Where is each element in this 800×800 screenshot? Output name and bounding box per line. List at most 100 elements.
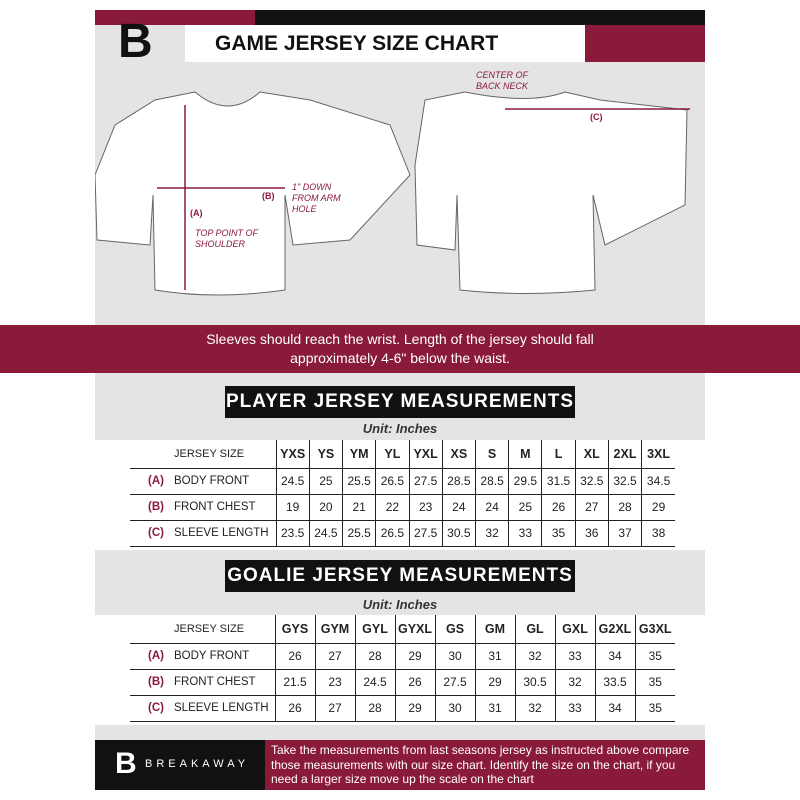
banner-line-2: approximately 4-6" below the waist.	[290, 350, 510, 366]
measurement-value: 35	[634, 643, 675, 669]
header-accent-bar	[95, 10, 255, 25]
measurement-value: 25.5	[342, 520, 376, 546]
measurement-value: 21.5	[274, 669, 315, 695]
measurement-value: 24.5	[308, 520, 343, 546]
measurement-value: 25.5	[342, 468, 376, 494]
measurement-value: 33	[554, 695, 595, 721]
size-label: JERSEY SIZE	[174, 622, 245, 635]
measurement-letter: (C)	[148, 527, 164, 539]
measurement-value: 32	[514, 643, 555, 669]
table-row: (C) SLEEVE LENGTH 23.5 24.5 25.5 26.5 27.5 30.5…	[130, 520, 675, 546]
measurement-value: 32	[554, 669, 595, 695]
measurement-value: 33	[508, 520, 542, 546]
size-header: G2XL	[594, 615, 635, 643]
table-row: (B) FRONT CHEST 21.5 23 24.5 26 27.5 29 30.5 32 33…	[130, 669, 675, 695]
measurement-value: 30.5	[514, 669, 555, 695]
size-header: GM	[474, 615, 515, 643]
size-header: 2XL	[607, 440, 642, 468]
measurement-value: 29.5	[508, 468, 542, 494]
measurement-value: 34	[594, 643, 635, 669]
measurement-label: (C) SLEEVE LENGTH	[130, 695, 275, 721]
measurement-value: 26	[394, 669, 435, 695]
size-header: XS	[441, 440, 476, 468]
measurement-value: 28	[607, 494, 642, 520]
footer-instructions: Take the measurements from last seasons …	[265, 740, 705, 790]
size-header: YXL	[408, 440, 443, 468]
measurement-value: 31	[474, 695, 515, 721]
label-a: (A)	[190, 208, 203, 218]
measurement-value: 27	[574, 494, 609, 520]
measurement-value: 29	[641, 494, 675, 520]
measurement-value: 25	[308, 468, 343, 494]
measurement-value: 34	[594, 695, 635, 721]
table-row: (A) BODY FRONT 24.5 25 25.5 26.5 27.5 28.5 28.5 2…	[130, 468, 675, 494]
measurement-letter: (B)	[148, 676, 164, 688]
measurement-value: 38	[641, 520, 675, 546]
measurement-letter: (B)	[148, 501, 164, 513]
jersey-diagram	[95, 91, 690, 296]
measurement-value: 26	[274, 695, 315, 721]
table-row: (C) SLEEVE LENGTH 26 27 28 29 30 31 32 33 34 35	[130, 695, 675, 721]
measurement-value: 24.5	[275, 468, 310, 494]
footer-brand-block: B BREAKAWAY	[95, 740, 265, 790]
measurement-value: 28.5	[474, 468, 509, 494]
measurement-value: 23.5	[275, 520, 310, 546]
measurement-value: 32.5	[574, 468, 609, 494]
note-b: 1" DOWN FROM ARM HOLE	[292, 182, 341, 214]
measurement-value: 23	[314, 669, 355, 695]
measurement-value: 24	[474, 494, 509, 520]
measurement-value: 28.5	[441, 468, 476, 494]
size-label: JERSEY SIZE	[174, 447, 245, 460]
measurement-value: 29	[394, 695, 435, 721]
measurement-value: 30	[434, 643, 475, 669]
goalie-section-title: GOALIE JERSEY MEASUREMENTS	[225, 560, 575, 592]
measurement-value: 28	[354, 643, 395, 669]
note-a: TOP POINT OF SHOULDER	[195, 228, 258, 249]
measurement-label: (C) SLEEVE LENGTH	[130, 520, 276, 546]
header-black-bar	[255, 10, 705, 25]
measurement-value: 26	[541, 494, 576, 520]
size-header: GYS	[274, 615, 315, 643]
measurement-value: 29	[474, 669, 515, 695]
measurement-value: 24	[441, 494, 476, 520]
goalie-unit: Unit: Inches	[362, 597, 438, 612]
measurement-value: 27.5	[408, 520, 443, 546]
measurement-value: 32	[514, 695, 555, 721]
goalie-size-table: JERSEY SIZE GYS GYM GYL GYXL GS GM GL GXL G2XL G3X…	[130, 615, 675, 722]
measurement-label: (A) BODY FRONT	[130, 468, 276, 494]
label-c: (C)	[590, 112, 603, 122]
size-header: GS	[434, 615, 475, 643]
size-header: YS	[308, 440, 343, 468]
measurement-value: 34.5	[641, 468, 675, 494]
size-header: GYM	[314, 615, 355, 643]
brand-logo: B	[118, 15, 153, 68]
measurement-label: (B) FRONT CHEST	[130, 669, 275, 695]
measurement-value: 37	[607, 520, 642, 546]
back-jersey	[414, 91, 688, 294]
measurement-value: 23	[408, 494, 443, 520]
measurement-name: SLEEVE LENGTH	[174, 527, 269, 539]
footer-brand-name: BREAKAWAY	[145, 758, 250, 770]
note-c: CENTER OF BACK NECK	[476, 70, 529, 91]
measurement-label: (A) BODY FRONT	[130, 643, 275, 669]
table-header-row: JERSEY SIZE GYS GYM GYL GYXL GS GM GL GXL G2XL G3X…	[130, 615, 675, 643]
size-header: S	[474, 440, 509, 468]
measurement-value: 27	[314, 695, 355, 721]
measurement-value: 30.5	[441, 520, 476, 546]
measurement-value: 27.5	[434, 669, 475, 695]
measurement-value: 32	[474, 520, 509, 546]
table-row: (A) BODY FRONT 26 27 28 29 30 31 32 33 34 35	[130, 643, 675, 669]
measurement-value: 22	[375, 494, 409, 520]
table-row: (B) FRONT CHEST 19 20 21 22 23 24 24 25 26 27 28 29	[130, 494, 675, 520]
measurement-value: 25	[508, 494, 542, 520]
measurement-name: BODY FRONT	[174, 475, 250, 487]
measurement-name: FRONT CHEST	[174, 676, 256, 688]
size-header: YM	[342, 440, 376, 468]
measurement-name: BODY FRONT	[174, 650, 250, 662]
label-b: (B)	[262, 191, 275, 201]
measurement-value: 20	[308, 494, 343, 520]
measurement-value: 26.5	[375, 468, 409, 494]
measurement-value: 27	[314, 643, 355, 669]
size-header: GYL	[354, 615, 395, 643]
measurement-value: 33.5	[594, 669, 635, 695]
